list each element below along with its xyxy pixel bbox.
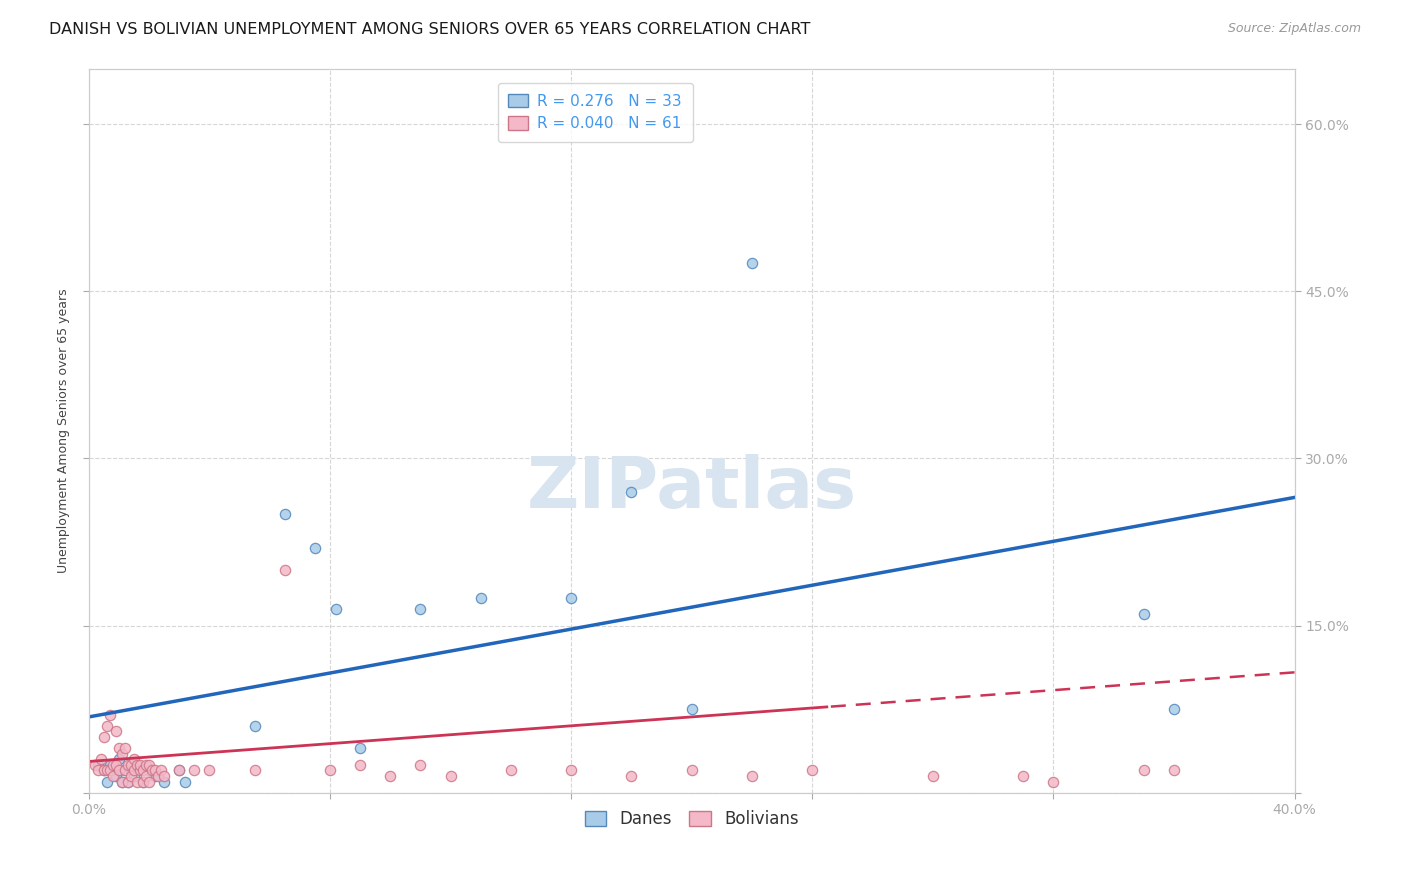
Point <box>620 484 643 499</box>
Point <box>101 764 124 778</box>
Point <box>114 764 136 778</box>
Point <box>105 724 128 739</box>
Point <box>111 774 134 789</box>
Point <box>117 757 139 772</box>
Text: ZIPatlas: ZIPatlas <box>527 454 856 523</box>
Point <box>93 730 115 744</box>
Point <box>105 769 128 783</box>
Point <box>1133 764 1156 778</box>
Point <box>1042 774 1064 789</box>
Point <box>741 769 763 783</box>
Point <box>681 702 703 716</box>
Point <box>96 719 118 733</box>
Point <box>87 764 110 778</box>
Point <box>138 764 160 778</box>
Point <box>153 769 176 783</box>
Point <box>108 752 131 766</box>
Point <box>380 769 402 783</box>
Point <box>127 774 149 789</box>
Point <box>138 774 160 789</box>
Point <box>349 741 371 756</box>
Point <box>135 757 157 772</box>
Point <box>122 769 145 783</box>
Point <box>921 769 943 783</box>
Text: Source: ZipAtlas.com: Source: ZipAtlas.com <box>1227 22 1361 36</box>
Text: DANISH VS BOLIVIAN UNEMPLOYMENT AMONG SENIORS OVER 65 YEARS CORRELATION CHART: DANISH VS BOLIVIAN UNEMPLOYMENT AMONG SE… <box>49 22 811 37</box>
Point <box>111 747 134 761</box>
Point <box>90 752 112 766</box>
Point <box>105 757 128 772</box>
Point <box>122 764 145 778</box>
Point <box>120 757 142 772</box>
Point <box>1163 702 1185 716</box>
Point <box>96 764 118 778</box>
Point <box>132 774 155 789</box>
Point <box>274 563 297 577</box>
Point <box>108 764 131 778</box>
Point <box>174 774 197 789</box>
Point <box>114 764 136 778</box>
Point <box>470 591 492 605</box>
Point <box>132 774 155 789</box>
Point <box>101 769 124 783</box>
Point <box>129 764 152 778</box>
Point <box>741 256 763 270</box>
Point <box>108 764 131 778</box>
Point <box>135 769 157 783</box>
Point <box>439 769 461 783</box>
Point <box>87 757 110 772</box>
Point <box>127 757 149 772</box>
Point <box>120 764 142 778</box>
Point <box>114 741 136 756</box>
Point <box>1012 769 1035 783</box>
Point <box>325 602 347 616</box>
Point <box>169 764 191 778</box>
Point <box>138 757 160 772</box>
Point <box>98 757 121 772</box>
Point <box>129 757 152 772</box>
Point <box>98 764 121 778</box>
Point <box>117 774 139 789</box>
Point <box>499 764 522 778</box>
Point <box>93 764 115 778</box>
Point <box>141 764 163 778</box>
Point <box>409 602 432 616</box>
Point <box>409 757 432 772</box>
Point <box>560 591 582 605</box>
Point <box>117 774 139 789</box>
Point <box>243 719 266 733</box>
Point <box>620 769 643 783</box>
Point <box>1163 764 1185 778</box>
Point <box>274 507 297 521</box>
Point <box>120 769 142 783</box>
Point <box>1133 607 1156 622</box>
Point <box>93 764 115 778</box>
Point <box>98 707 121 722</box>
Point <box>198 764 221 778</box>
Point <box>127 757 149 772</box>
Point <box>148 769 170 783</box>
Point <box>243 764 266 778</box>
Point <box>143 764 166 778</box>
Point <box>111 774 134 789</box>
Point <box>183 764 205 778</box>
Point <box>560 764 582 778</box>
Point <box>101 757 124 772</box>
Point <box>96 774 118 789</box>
Point <box>132 764 155 778</box>
Point <box>122 752 145 766</box>
Point <box>319 764 342 778</box>
Legend: Danes, Bolivians: Danes, Bolivians <box>578 804 806 835</box>
Y-axis label: Unemployment Among Seniors over 65 years: Unemployment Among Seniors over 65 years <box>58 288 70 573</box>
Point <box>84 757 107 772</box>
Point <box>801 764 824 778</box>
Point <box>143 769 166 783</box>
Point <box>150 764 173 778</box>
Point <box>349 757 371 772</box>
Point <box>169 764 191 778</box>
Point <box>153 774 176 789</box>
Point <box>681 764 703 778</box>
Point <box>108 741 131 756</box>
Point <box>304 541 326 555</box>
